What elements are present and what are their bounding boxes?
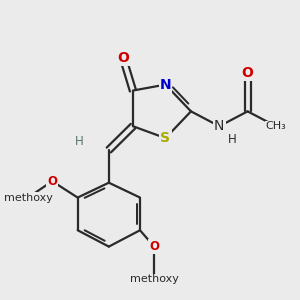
- Text: H: H: [228, 133, 236, 146]
- Text: methoxy: methoxy: [130, 274, 178, 284]
- Text: N: N: [160, 78, 171, 92]
- Text: O: O: [117, 51, 129, 65]
- Text: methoxy: methoxy: [28, 196, 34, 198]
- Text: methoxy: methoxy: [25, 197, 31, 198]
- Text: CH₃: CH₃: [266, 121, 286, 131]
- Text: methoxy: methoxy: [28, 196, 34, 198]
- Text: N: N: [214, 119, 224, 133]
- Text: O: O: [242, 66, 254, 80]
- Text: S: S: [160, 131, 170, 145]
- Text: O: O: [47, 175, 57, 188]
- Text: methyl: methyl: [23, 197, 28, 198]
- Text: methoxy: methoxy: [4, 193, 52, 202]
- Text: O: O: [149, 240, 159, 253]
- Text: H: H: [75, 135, 83, 148]
